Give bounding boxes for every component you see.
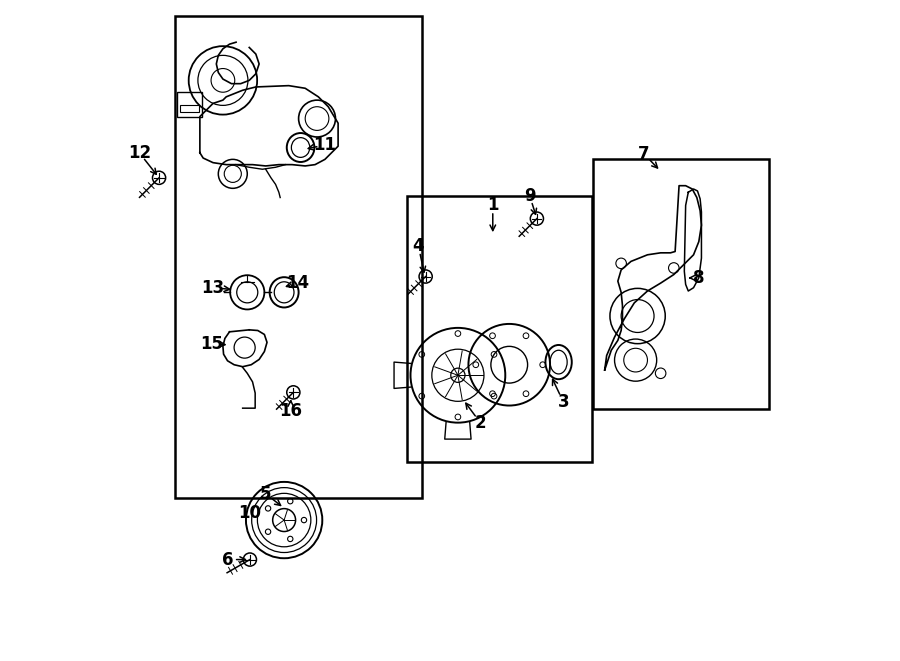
Text: 3: 3: [557, 393, 569, 410]
Text: 5: 5: [260, 485, 272, 503]
Bar: [180, 105, 199, 112]
Text: 6: 6: [222, 551, 234, 568]
Text: 2: 2: [474, 414, 486, 432]
Bar: [593, 159, 770, 409]
Text: 12: 12: [128, 144, 151, 162]
Text: 10: 10: [238, 504, 261, 522]
Bar: [176, 92, 202, 116]
Text: 8: 8: [693, 269, 705, 287]
Bar: [407, 196, 591, 462]
Text: 15: 15: [200, 334, 223, 353]
Text: 4: 4: [412, 237, 424, 255]
Text: 11: 11: [313, 136, 337, 154]
Text: 9: 9: [524, 186, 536, 204]
Text: 16: 16: [279, 402, 302, 420]
Text: 14: 14: [285, 274, 309, 292]
Text: 1: 1: [487, 196, 499, 214]
Text: 13: 13: [202, 279, 225, 297]
Text: 7: 7: [638, 145, 650, 163]
Bar: [175, 16, 422, 498]
